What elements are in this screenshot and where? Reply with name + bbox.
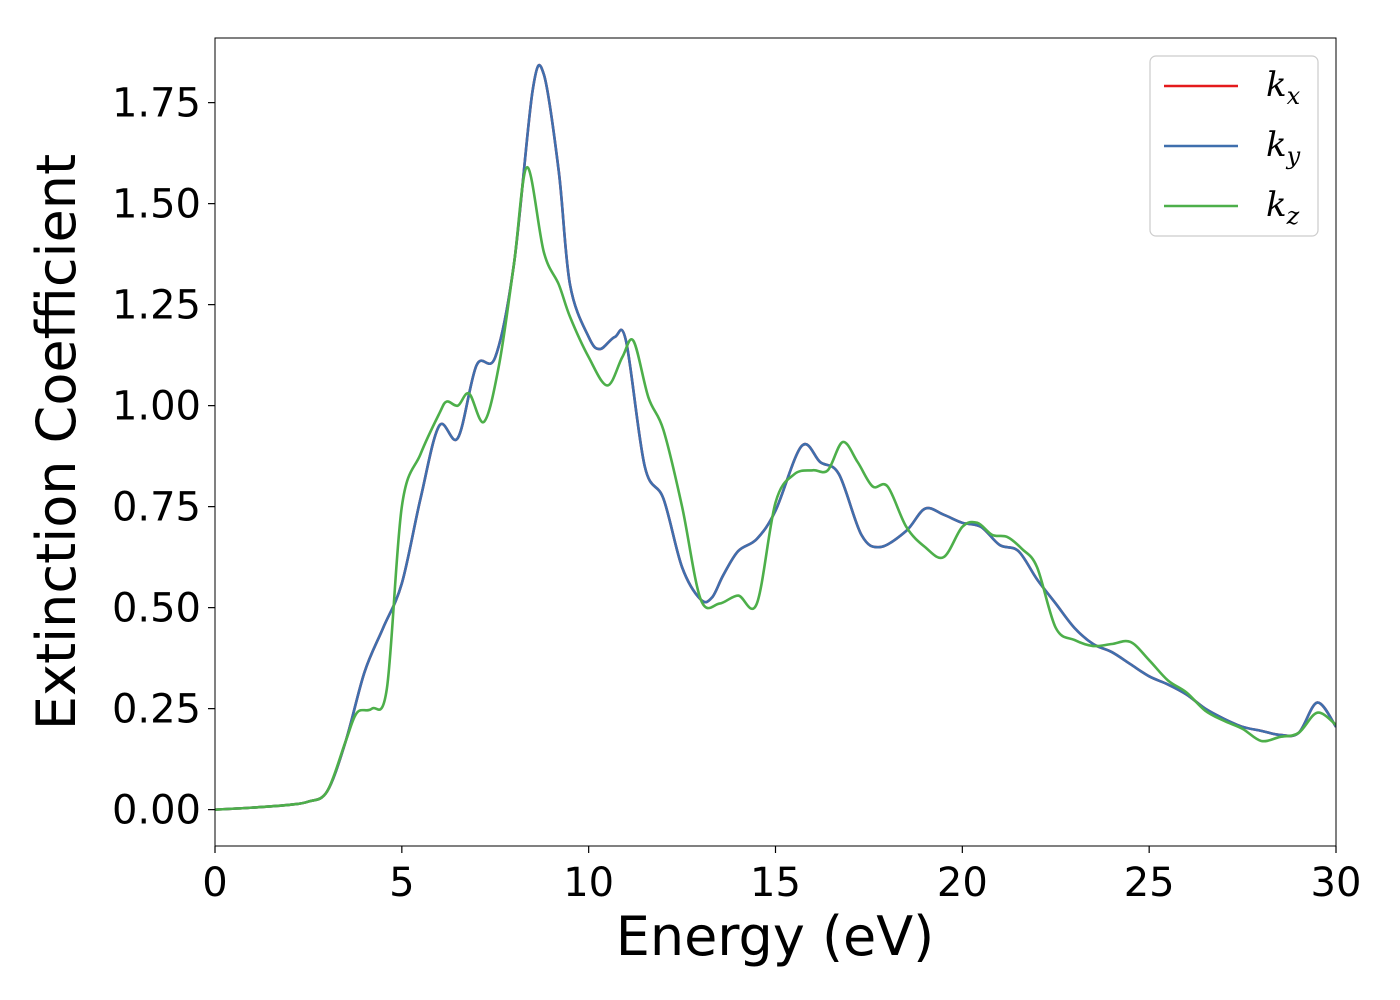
x-tick-label: 30 — [1311, 860, 1362, 906]
y-tick-label: 0.75 — [112, 485, 201, 531]
series-line-ky — [215, 63, 1336, 811]
x-axis: 0 5 10 15 20 25 30 — [202, 846, 1361, 906]
y-tick-label: 1.00 — [112, 384, 201, 430]
legend-label: kz — [1266, 185, 1300, 230]
y-axis-label: Extinction Coefficient — [25, 154, 88, 730]
legend-label-base: k — [1266, 185, 1287, 225]
y-tick-label: 0.50 — [112, 586, 201, 632]
y-axis: 0.00 0.25 0.50 0.75 1.00 1.25 1.50 1.75 — [112, 81, 215, 834]
y-tick-label: 0.00 — [112, 788, 201, 834]
series-layer — [215, 63, 1336, 811]
legend-label-base: k — [1266, 65, 1287, 105]
x-tick-label: 15 — [750, 860, 801, 906]
y-tick-label: 1.25 — [112, 283, 201, 329]
legend-label: kx — [1266, 65, 1301, 110]
x-tick-label: 0 — [202, 860, 227, 906]
x-tick-label: 5 — [389, 860, 414, 906]
x-tick-label: 25 — [1124, 860, 1175, 906]
x-axis-label: Energy (eV) — [616, 905, 935, 968]
y-tick-label: 1.75 — [112, 81, 201, 127]
legend-label-base: k — [1266, 125, 1287, 165]
series-line-kz — [215, 165, 1336, 811]
x-tick-label: 10 — [563, 860, 614, 906]
y-tick-label: 0.25 — [112, 687, 201, 733]
legend-label-subscript: x — [1287, 82, 1301, 110]
legend-label-subscript: y — [1286, 142, 1301, 170]
x-tick-label: 20 — [937, 860, 988, 906]
legend-label: ky — [1266, 125, 1301, 170]
legend-label-subscript: z — [1286, 202, 1300, 230]
y-tick-label: 1.50 — [112, 182, 201, 228]
